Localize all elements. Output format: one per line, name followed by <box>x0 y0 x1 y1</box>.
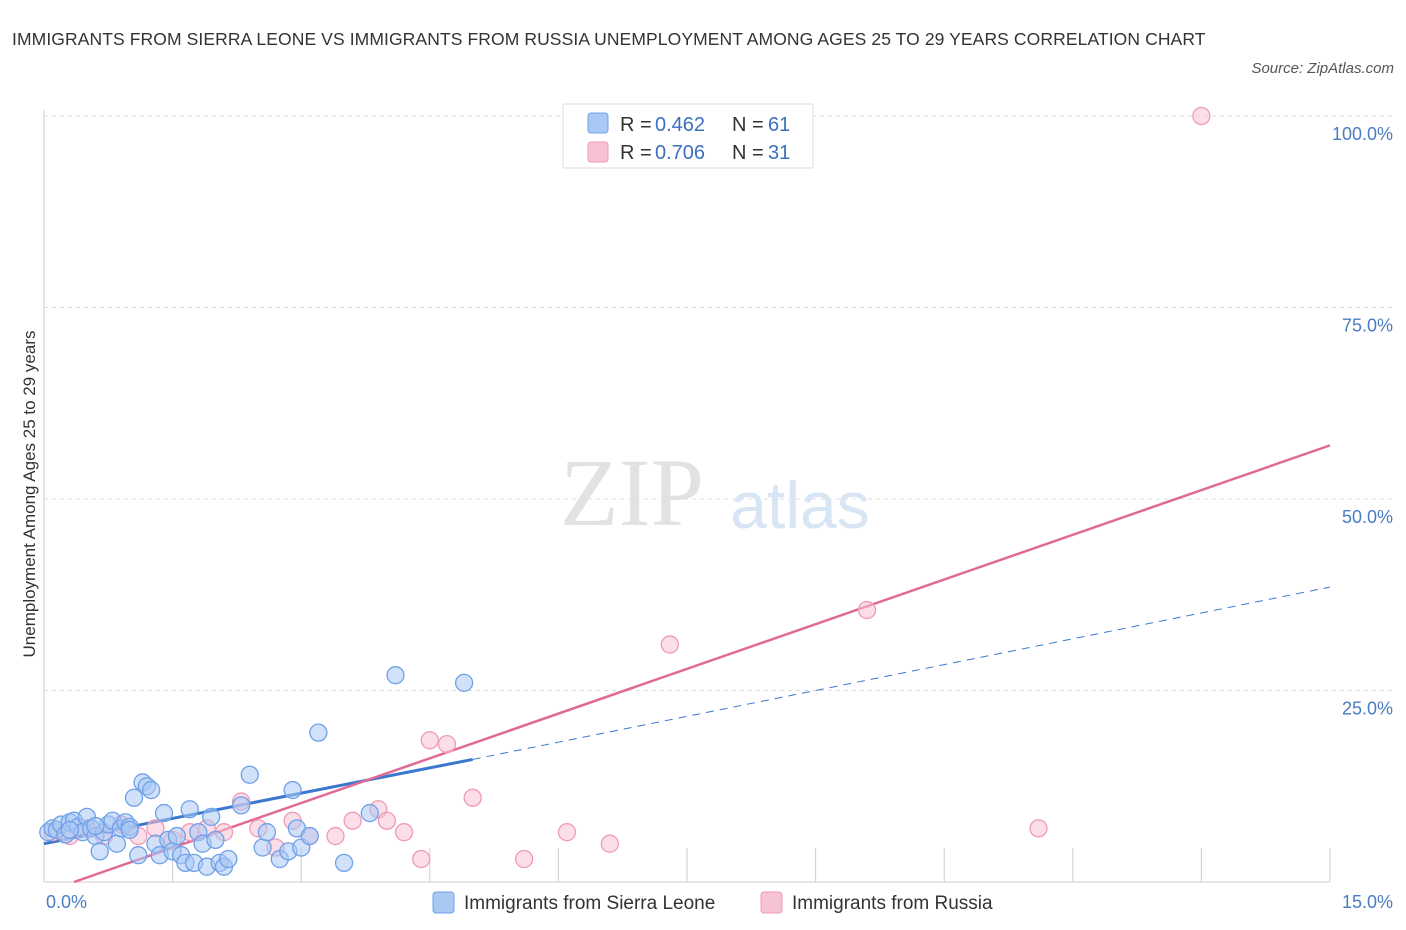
watermark-atlas: atlas <box>730 468 869 542</box>
point-russia-16 <box>326 826 345 846</box>
point-russia-25 <box>514 849 534 869</box>
x-tick-label-min: 0.0% <box>46 892 87 912</box>
point-sierra-leone-39 <box>206 830 225 850</box>
point-sierra-leone-57 <box>454 673 474 692</box>
legend-r-label-sierra-leone: R = <box>620 114 652 136</box>
trend-line-sierra-leone-extension <box>472 586 1331 760</box>
point-sierra-leone-55 <box>360 803 379 823</box>
point-russia-20 <box>394 823 414 842</box>
point-sierra-leone-44 <box>240 765 259 784</box>
point-sierra-leone-42 <box>219 849 238 869</box>
point-russia-30 <box>1029 819 1048 838</box>
point-russia-24 <box>463 788 482 807</box>
point-sierra-leone-33 <box>180 800 199 819</box>
series-legend: Immigrants from Sierra Leone Immigrants … <box>432 891 993 914</box>
point-sierra-leone-16 <box>107 834 127 853</box>
series-legend-swatch-sierra-leone <box>432 891 455 914</box>
point-sierra-leone-58 <box>60 820 79 840</box>
point-sierra-leone-24 <box>142 780 161 800</box>
point-sierra-leone-60 <box>120 820 139 840</box>
trend-line-russia <box>73 444 1331 884</box>
point-russia-22 <box>420 731 439 750</box>
point-sierra-leone-45 <box>253 838 272 857</box>
axes <box>43 110 1330 883</box>
point-russia-29 <box>857 600 877 620</box>
point-sierra-leone-38 <box>202 807 221 827</box>
point-russia-31 <box>1192 106 1211 126</box>
point-russia-21 <box>412 849 431 869</box>
point-russia-23 <box>437 734 457 754</box>
chart-title: IMMIGRANTS FROM SIERRA LEONE VS IMMIGRAN… <box>12 29 1206 49</box>
legend-n-value-sierra-leone: 61 <box>768 114 790 136</box>
stats-legend: R = 0.462 N = 61 R = 0.706 N = 31 <box>562 103 814 169</box>
legend-r-value-russia: 0.706 <box>655 142 705 164</box>
point-sierra-leone-27 <box>154 803 174 823</box>
point-sierra-leone-43 <box>232 796 251 815</box>
watermark: ZIP atlas <box>560 439 870 546</box>
legend-r-label-russia: R = <box>620 142 652 164</box>
y-tick-label-1: 50.0% <box>1342 507 1393 527</box>
point-russia-17 <box>343 811 362 830</box>
point-sierra-leone-53 <box>309 723 328 742</box>
point-russia-19 <box>377 811 397 830</box>
point-russia-26 <box>557 823 577 842</box>
point-sierra-leone-52 <box>300 826 319 846</box>
series-legend-swatch-russia <box>760 891 783 914</box>
point-sierra-leone-59 <box>86 816 105 836</box>
point-sierra-leone-30 <box>167 826 187 846</box>
y-tick-label-3: 100.0% <box>1332 124 1393 144</box>
watermark-zip: ZIP <box>560 439 704 546</box>
series-legend-label-sierra-leone: Immigrants from Sierra Leone <box>464 893 715 914</box>
y-tick-labels: 25.0% 50.0% 75.0% 100.0% <box>1332 124 1393 719</box>
point-sierra-leone-12 <box>90 842 109 861</box>
point-sierra-leone-46 <box>257 823 277 842</box>
y-tick-label-0: 25.0% <box>1342 699 1393 719</box>
data-points <box>39 106 1211 876</box>
x-tick-label-max: 15.0% <box>1342 892 1393 912</box>
series-legend-label-russia: Immigrants from Russia <box>792 893 993 914</box>
point-russia-27 <box>600 834 619 853</box>
point-sierra-leone-21 <box>129 846 148 865</box>
legend-r-value-sierra-leone: 0.462 <box>655 114 705 136</box>
legend-swatch-sierra-leone <box>587 112 609 134</box>
legend-n-label-russia: N = <box>732 142 764 164</box>
legend-n-value-russia: 31 <box>768 142 790 164</box>
x-tick-labels: 0.0% 15.0% <box>46 892 1393 912</box>
point-sierra-leone-56 <box>386 666 405 685</box>
point-sierra-leone-49 <box>283 780 302 800</box>
y-tick-label-2: 75.0% <box>1342 316 1393 336</box>
chart-source: Source: ZipAtlas.com <box>1251 60 1394 77</box>
legend-n-label-sierra-leone: N = <box>732 114 764 136</box>
point-sierra-leone-54 <box>334 853 354 872</box>
point-russia-28 <box>660 635 680 654</box>
y-axis-label: Unemployment Among Ages 25 to 29 years <box>20 331 39 658</box>
legend-swatch-russia <box>587 141 609 163</box>
point-sierra-leone-20 <box>124 788 144 807</box>
